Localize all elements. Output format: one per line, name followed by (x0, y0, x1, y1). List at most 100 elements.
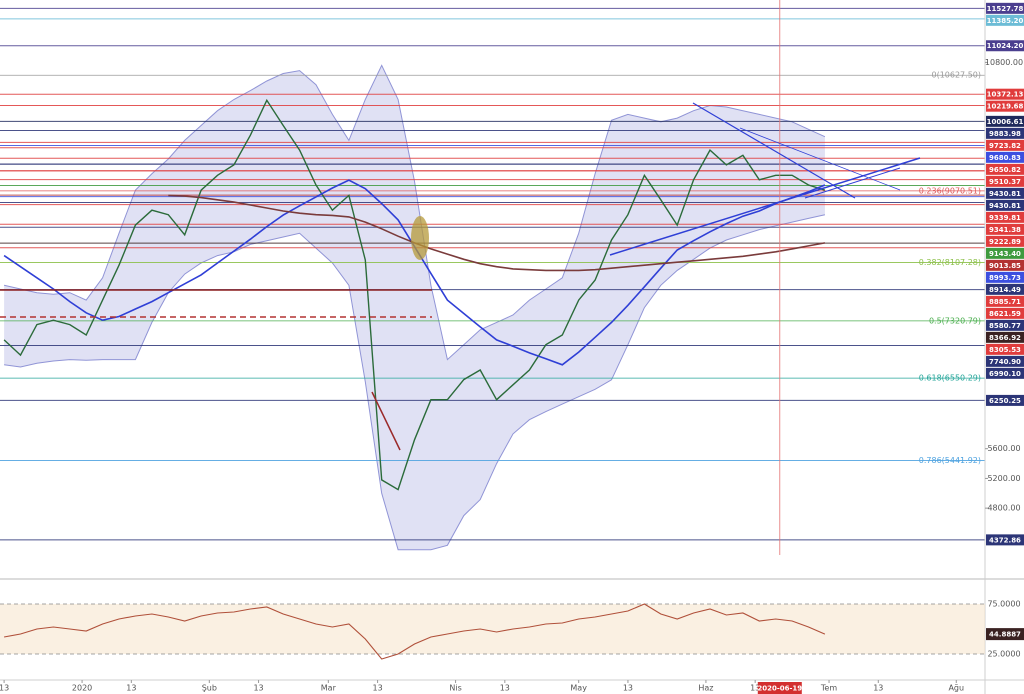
level-label: 9723.82 (989, 142, 1021, 150)
level-label-box (986, 534, 1024, 546)
y-tick-label: 4800.00 (987, 504, 1020, 513)
level-label-box (986, 283, 1024, 295)
level-label: 9680.83 (989, 154, 1021, 162)
x-tick-label: Nis (449, 684, 461, 693)
level-label-box (986, 247, 1024, 259)
fib-label: 0.236(9070.51) (919, 186, 981, 195)
level-label-box (986, 223, 1024, 235)
level-label: 8993.73 (989, 274, 1021, 282)
x-tick-label: 13 (372, 684, 382, 693)
trendline (609, 157, 921, 256)
level-label: 9339.81 (989, 214, 1021, 222)
level-label-box (986, 355, 1024, 367)
drawings (0, 102, 921, 451)
level-label-box (986, 175, 1024, 187)
rsi-tick-label: 75.0000 (987, 600, 1020, 609)
rsi-value-label: 44.8887 (989, 631, 1021, 639)
level-label: 9430.81 (989, 190, 1021, 198)
level-label: 6990.10 (989, 370, 1021, 378)
level-label-box (986, 394, 1024, 406)
y-tick-label: 10800.00 (985, 58, 1023, 67)
level-label: 8366.92 (989, 334, 1021, 342)
x-tick-label: 13 (623, 684, 633, 693)
level-label: 10006.61 (987, 118, 1024, 126)
x-tick-label: 13 (873, 684, 883, 693)
level-label: 10372.13 (987, 91, 1024, 99)
x-tick-label: Şub (202, 684, 217, 693)
level-label-box (986, 40, 1024, 52)
level-label-box (986, 151, 1024, 163)
rsi-value-box (986, 628, 1024, 641)
level-label-box (986, 259, 1024, 271)
level-label: 8621.59 (989, 310, 1021, 318)
x-tick-label: 13 (500, 684, 510, 693)
x-tick-label: 13 (253, 684, 263, 693)
marker-date-label: 2020-06-19 (757, 685, 802, 693)
level-label: 9222.89 (989, 238, 1021, 246)
level-label-box (986, 163, 1024, 175)
x-tick-label: Mar (321, 684, 337, 693)
level-label: 9013.85 (989, 262, 1021, 270)
fib-label: 0(10627.50) (931, 71, 981, 80)
x-tick-label: 13 (0, 684, 9, 693)
fib-label: 0.5(7320.79) (929, 316, 981, 325)
level-label: 8885.71 (989, 298, 1021, 306)
level-label-box (986, 235, 1024, 247)
x-tick-label: May (570, 684, 587, 693)
band-upper (3, 64, 826, 361)
x-tick-label: Ağu (948, 684, 964, 693)
x-tick-label: 2020 (72, 684, 92, 693)
level-label-box (986, 295, 1024, 307)
rsi-line (4, 603, 826, 660)
level-label-box (986, 187, 1024, 199)
band-lower (4, 214, 826, 551)
y-tick-label: 5600.00 (987, 444, 1020, 453)
level-label: 9341.38 (989, 226, 1021, 234)
x-tick-label: Tem (820, 684, 837, 693)
x-tick-label: 13 (126, 684, 136, 693)
trendline (692, 102, 856, 199)
level-label-box (986, 127, 1024, 139)
level-label-box (986, 367, 1024, 379)
price-line (3, 98, 826, 491)
bollinger-band (4, 65, 825, 550)
fib-label: 0.382(8107.28) (919, 258, 981, 267)
level-label-box (986, 139, 1024, 151)
level-label: 9650.82 (989, 166, 1021, 174)
rsi-pane (0, 603, 985, 660)
fib-label: 0.618(6550.29) (919, 374, 981, 383)
level-label-box (986, 88, 1024, 100)
rsi-band (0, 604, 985, 654)
level-label: 11527.78 (987, 5, 1024, 13)
moving-average (168, 194, 826, 272)
level-label: 8914.49 (989, 286, 1021, 294)
level-label: 8305.53 (989, 346, 1021, 354)
level-label: 9143.40 (989, 250, 1021, 258)
x-tick-label: Haz (698, 684, 713, 693)
level-label: 7740.90 (989, 358, 1021, 366)
level-label-box (986, 307, 1024, 319)
y-tick-label: 5200.00 (987, 474, 1020, 483)
level-label: 8580.77 (989, 322, 1021, 330)
level-label: 6250.25 (989, 397, 1021, 405)
fib-label: 0.786(5441.92) (919, 456, 981, 465)
highlight-ellipse (411, 216, 429, 260)
level-label-box (986, 14, 1024, 26)
level-label: 9430.81 (989, 202, 1021, 210)
level-label-box (986, 271, 1024, 283)
level-label: 11024.20 (987, 42, 1024, 50)
trendline (739, 127, 901, 191)
level-label: 9510.37 (989, 178, 1021, 186)
marker-date-box (757, 682, 802, 694)
x-tick-label: 13 (750, 684, 760, 693)
trendline (804, 167, 901, 199)
level-label-box (986, 115, 1024, 127)
level-label: 4372.86 (989, 536, 1021, 544)
level-label-box (986, 2, 1024, 14)
price-pane: 0(10627.50) 0.236(9070.51) 0.382(8107.28) 0… (0, 0, 985, 555)
level-label: 11385.20 (987, 17, 1024, 25)
level-label-box (986, 211, 1024, 223)
